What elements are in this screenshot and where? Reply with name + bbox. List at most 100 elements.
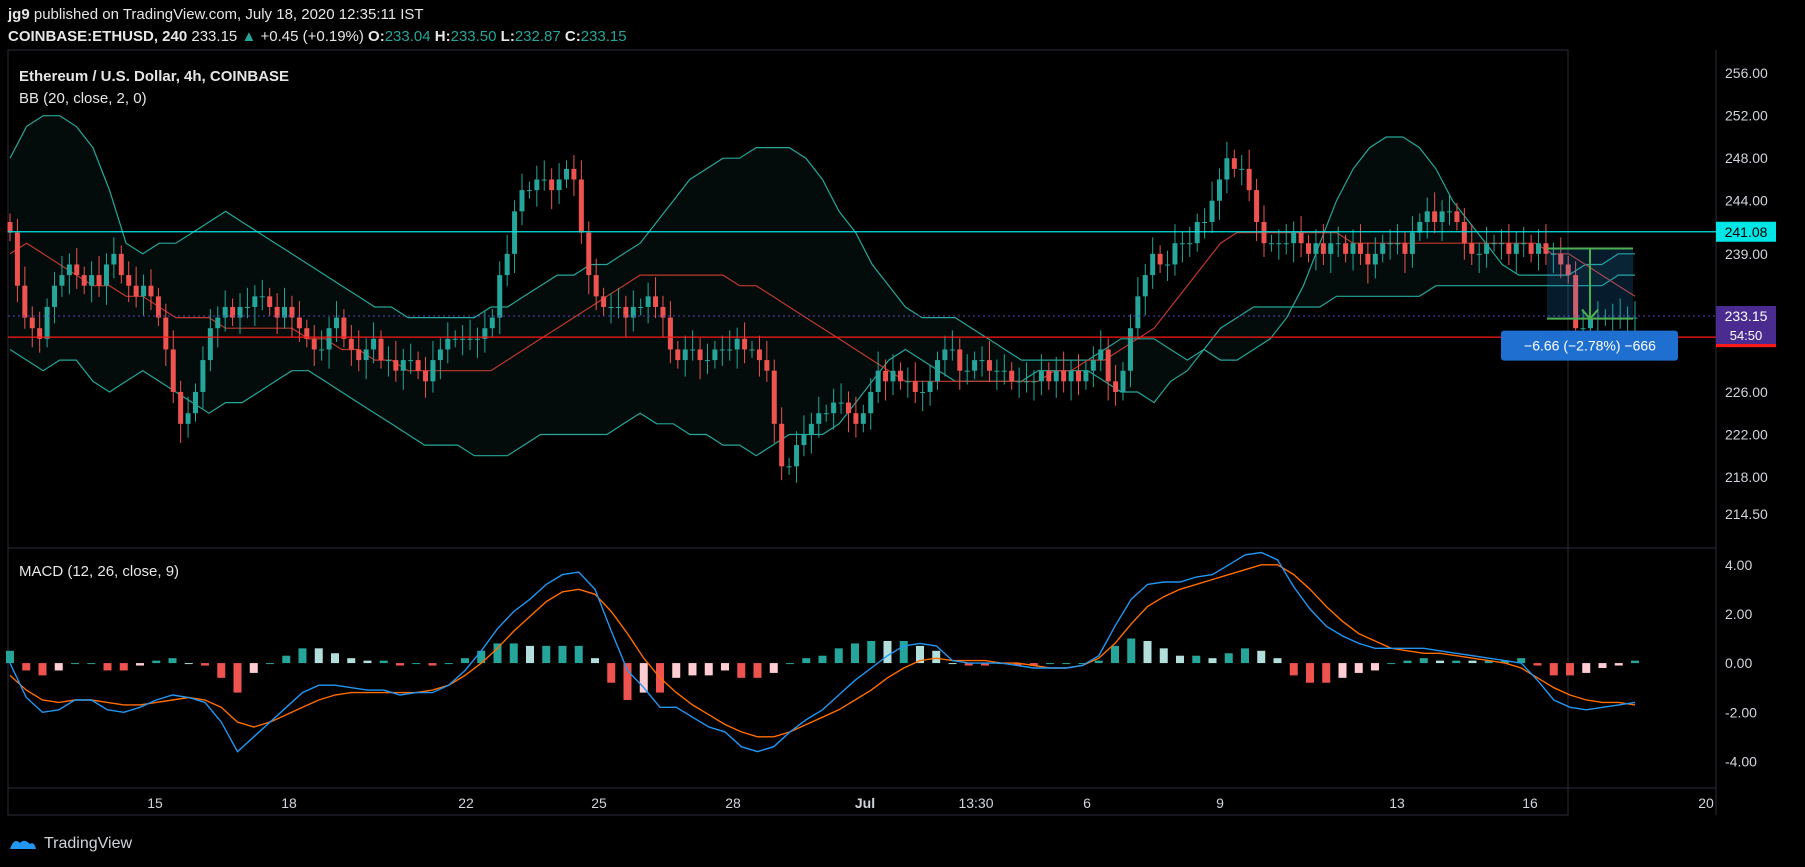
candle-body bbox=[1565, 264, 1571, 276]
macd-histogram-bar bbox=[1403, 660, 1412, 664]
candle-body bbox=[845, 402, 851, 414]
price-tick-label: 256.00 bbox=[1725, 65, 1768, 81]
macd-histogram-bar bbox=[591, 658, 599, 664]
candle-body bbox=[526, 190, 532, 192]
candle-body bbox=[1543, 243, 1549, 254]
candle-body bbox=[897, 370, 903, 382]
candle-body bbox=[385, 360, 391, 362]
open-label: O: bbox=[368, 28, 385, 45]
candle-body bbox=[615, 306, 621, 308]
macd-histogram-bar bbox=[233, 663, 242, 693]
symbol-label[interactable]: COINBASE:ETHUSD, 240 bbox=[8, 28, 188, 45]
price-tick-label: 252.00 bbox=[1725, 108, 1768, 124]
macd-tick-label: -2.00 bbox=[1725, 704, 1757, 720]
candle-body bbox=[1157, 253, 1163, 265]
macd-histogram-bar bbox=[1127, 638, 1136, 664]
macd-histogram-bar bbox=[1484, 660, 1493, 664]
candle-body bbox=[1150, 253, 1156, 276]
candle-body bbox=[979, 360, 985, 362]
candle-body bbox=[586, 232, 592, 276]
macd-tick-label: 0.00 bbox=[1725, 655, 1752, 671]
time-tick-label: 13 bbox=[1389, 795, 1405, 811]
candle-body bbox=[742, 338, 748, 350]
candle-body bbox=[1135, 296, 1141, 329]
macd-histogram-bar bbox=[1517, 658, 1526, 664]
candle-body bbox=[690, 349, 696, 351]
symbol-line: COINBASE:ETHUSD, 240 233.15 ▲ +0.45 (+0.… bbox=[8, 28, 627, 45]
candle-body bbox=[460, 338, 466, 340]
macd-legend[interactable]: MACD (12, 26, close, 9) bbox=[19, 563, 179, 580]
candle-body bbox=[504, 253, 510, 276]
candle-body bbox=[712, 349, 718, 361]
candle-body bbox=[111, 253, 117, 265]
bb-fill bbox=[10, 115, 1635, 456]
candle-body bbox=[719, 349, 725, 351]
macd-histogram-bar bbox=[526, 645, 534, 664]
candle-body bbox=[393, 360, 399, 371]
chart-title: Ethereum / U.S. Dollar, 4h, COINBASE bbox=[19, 68, 289, 85]
candle-body bbox=[118, 253, 124, 276]
candle-body bbox=[838, 402, 844, 404]
candle-body bbox=[1113, 381, 1119, 392]
candle-body bbox=[378, 338, 384, 361]
candle-body bbox=[1090, 360, 1096, 371]
bb-legend[interactable]: BB (20, close, 2, 0) bbox=[19, 90, 147, 107]
candle-body bbox=[1409, 232, 1415, 254]
candle-body bbox=[630, 306, 636, 318]
macd-histogram-bar bbox=[1501, 660, 1509, 664]
macd-histogram-bar bbox=[1306, 663, 1314, 683]
candle-body bbox=[1031, 381, 1037, 383]
candle-body bbox=[912, 381, 918, 392]
candle-body bbox=[1580, 328, 1586, 330]
time-tick-label: 6 bbox=[1083, 795, 1091, 811]
countdown-tag bbox=[1716, 325, 1776, 344]
candle-body bbox=[1432, 211, 1438, 222]
candle-body bbox=[267, 296, 273, 307]
low-value: 232.87 bbox=[514, 28, 561, 45]
candle-body bbox=[875, 370, 881, 392]
candle-body bbox=[497, 275, 503, 318]
candle-body bbox=[682, 349, 688, 361]
candle-body bbox=[1075, 370, 1081, 382]
candle-body bbox=[326, 328, 332, 350]
candle-body bbox=[133, 285, 139, 297]
candle-body bbox=[883, 370, 889, 382]
macd-histogram-bar bbox=[981, 663, 989, 666]
macd-histogram-bar bbox=[1273, 658, 1282, 664]
candle-body bbox=[29, 317, 35, 329]
candle-body bbox=[556, 179, 562, 191]
macd-histogram-bar bbox=[1241, 648, 1249, 664]
macd-histogram-bar bbox=[542, 645, 551, 664]
candle-body bbox=[89, 275, 95, 286]
time-tick-label: 18 bbox=[281, 795, 297, 811]
time-tick-label: 22 bbox=[458, 795, 474, 811]
low-label: L: bbox=[500, 28, 515, 45]
candle-body bbox=[126, 275, 132, 286]
candle-body bbox=[1194, 221, 1200, 244]
candle-body bbox=[141, 285, 147, 297]
candle-body bbox=[37, 328, 43, 339]
candle-body bbox=[1573, 275, 1579, 329]
candle-body bbox=[1209, 200, 1215, 222]
footer-brand: TradingView bbox=[44, 835, 133, 852]
candle-body bbox=[363, 349, 369, 361]
candle-body bbox=[222, 306, 228, 318]
candle-body bbox=[1068, 370, 1074, 382]
time-tick-label: 9 bbox=[1216, 795, 1224, 811]
macd-histogram-bar bbox=[688, 663, 697, 676]
macd-histogram-bar bbox=[509, 643, 518, 664]
macd-histogram-bar bbox=[493, 643, 502, 664]
candle-body bbox=[541, 179, 547, 181]
author-name[interactable]: jg9 bbox=[8, 6, 30, 23]
candle-body bbox=[1313, 243, 1319, 254]
candle-body bbox=[333, 317, 339, 329]
tradingview-footer[interactable]: TradingView bbox=[8, 832, 132, 856]
candle-body bbox=[44, 306, 50, 339]
macd-histogram-bar bbox=[1143, 640, 1152, 664]
macd-histogram-bar bbox=[1387, 663, 1396, 665]
time-tick-label: 16 bbox=[1522, 795, 1538, 811]
macd-histogram-bar bbox=[217, 663, 226, 678]
macd-histogram-bar bbox=[899, 640, 908, 664]
candle-body bbox=[1484, 243, 1490, 254]
